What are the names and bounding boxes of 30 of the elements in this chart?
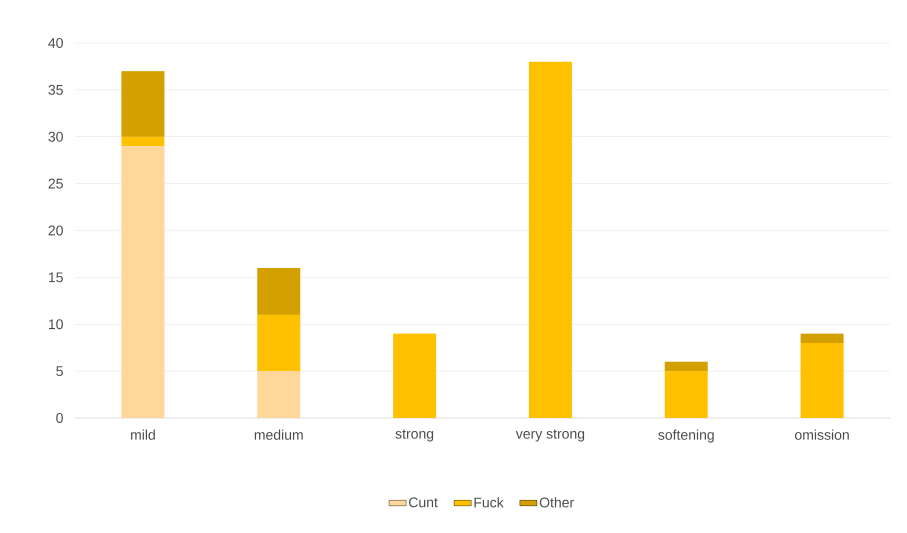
y-tick-label: 5 xyxy=(56,366,63,376)
legend-label: Cunt xyxy=(409,497,438,508)
bar xyxy=(121,71,164,137)
legend-label: Other xyxy=(540,497,574,508)
bar xyxy=(664,362,708,372)
y-tick-label: 30 xyxy=(48,132,63,142)
x-tick-label: very strong xyxy=(516,430,584,442)
bar xyxy=(257,268,300,315)
y-tick-label: 35 xyxy=(48,84,63,95)
legend-label: Fuck xyxy=(474,497,504,508)
bar xyxy=(121,136,164,146)
x-tick-label: medium xyxy=(254,430,303,440)
y-tick-label: 25 xyxy=(48,178,63,189)
bar xyxy=(800,334,844,343)
bar xyxy=(257,371,300,418)
bar xyxy=(257,314,300,372)
bar xyxy=(528,62,572,418)
bar xyxy=(664,371,708,418)
bar xyxy=(393,334,436,418)
x-tick-label: strong xyxy=(396,430,434,442)
x-tick-label: softening xyxy=(658,430,714,443)
x-tick-label: omission xyxy=(795,430,849,440)
y-tick-label: 20 xyxy=(48,226,63,236)
y-tick-label: 0 xyxy=(56,413,63,423)
bar xyxy=(800,343,844,418)
y-tick-label: 15 xyxy=(48,272,63,282)
x-tick-label: mild xyxy=(131,430,155,440)
y-tick-label: 40 xyxy=(48,38,63,48)
y-tick-label: 10 xyxy=(48,319,63,330)
bar xyxy=(121,146,164,418)
